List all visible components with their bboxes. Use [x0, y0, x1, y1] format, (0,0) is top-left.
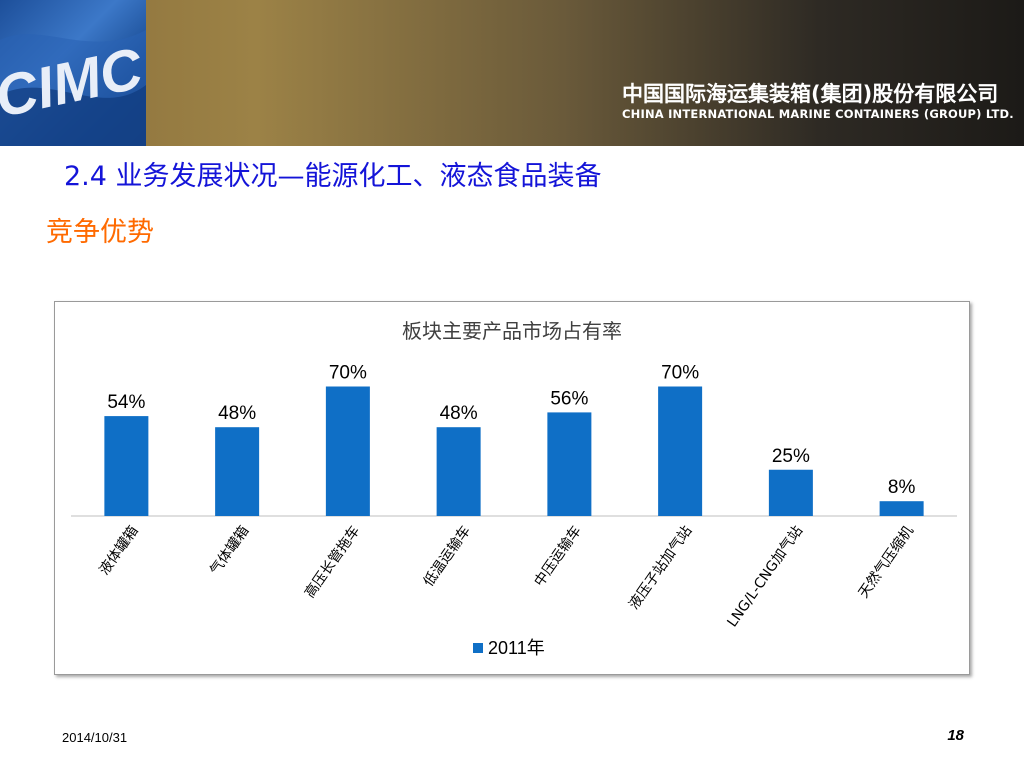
- bar-3: [436, 427, 481, 516]
- bar-4: [547, 412, 592, 516]
- data-label-0: 54%: [107, 392, 145, 413]
- legend-swatch: [473, 643, 483, 653]
- market-share-chart: 板块主要产品市场占有率 54% 液体罐箱 48% 气体罐箱 70% 高压长管拖车 48% 低温运…: [54, 301, 970, 675]
- logo-flag-graphic: CIMC: [0, 30, 146, 146]
- data-label-7: 8%: [888, 477, 916, 498]
- category-label-1: 气体罐箱: [207, 523, 252, 578]
- data-label-5: 70%: [661, 363, 699, 384]
- bar-0: [104, 416, 149, 516]
- category-label-3: 低温运输车: [420, 523, 474, 590]
- category-label-7: 天然气压缩机: [855, 523, 917, 602]
- data-label-1: 48%: [218, 403, 256, 424]
- chart-canvas: 板块主要产品市场占有率 54% 液体罐箱 48% 气体罐箱 70% 高压长管拖车 48% 低温运…: [71, 319, 957, 658]
- company-name-en: CHINA INTERNATIONAL MARINE CONTAINERS (G…: [622, 107, 1014, 121]
- bar-1: [215, 427, 260, 516]
- section-subtitle: 竞争优势: [46, 217, 154, 248]
- cimc-logo: CIMC: [0, 0, 146, 146]
- page-number: 18: [947, 727, 964, 744]
- category-label-5: 液压子站加气站: [626, 523, 695, 612]
- data-label-6: 25%: [772, 446, 810, 467]
- data-label-3: 48%: [440, 403, 478, 424]
- category-label-2: 高压长管拖车: [301, 523, 363, 602]
- footer-date: 2014/10/31: [62, 730, 128, 745]
- company-name-cn: 中国国际海运集装箱(集团)股份有限公司: [622, 82, 999, 106]
- section-title: 2.4 业务发展状况—能源化工、液态食品装备: [64, 161, 602, 192]
- category-label-0: 液体罐箱: [96, 523, 141, 578]
- bar-2: [325, 386, 370, 516]
- legend-label: 2011年: [488, 638, 545, 658]
- bar-7: [879, 501, 924, 516]
- header-banner: CIMC 中国国际海运集装箱(集团)股份有限公司 CHINA INTERNATI…: [0, 0, 1024, 146]
- chart-title: 板块主要产品市场占有率: [402, 319, 622, 343]
- bar-6: [768, 469, 813, 516]
- data-label-4: 56%: [550, 388, 588, 409]
- category-label-4: 中压运输车: [531, 523, 585, 590]
- bar-5: [658, 386, 703, 516]
- category-label-6: LNG/L-CNG加气站: [724, 523, 806, 630]
- data-label-2: 70%: [329, 363, 367, 384]
